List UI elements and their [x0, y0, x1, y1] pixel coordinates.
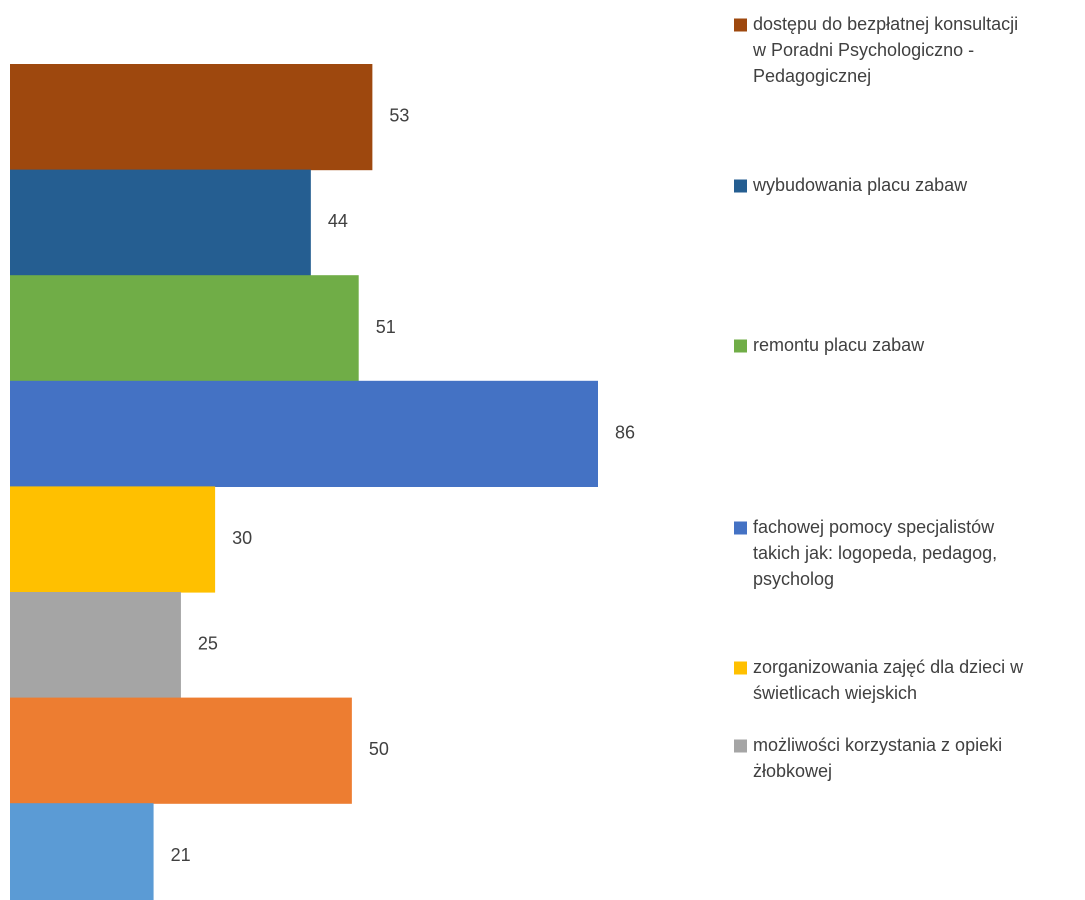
legend-label: w Poradni Psychologiczno -: [752, 40, 974, 60]
legend-label: Pedagogicznej: [753, 66, 871, 86]
data-label: 21: [171, 845, 191, 865]
bar: [10, 64, 373, 171]
data-labels-group: 53 44 51 86 30 25 50 21: [171, 106, 635, 865]
bar: [10, 380, 598, 487]
bar: [10, 169, 311, 276]
legend-swatch: [734, 18, 747, 32]
legend-item: remontu placu zabaw: [734, 335, 925, 355]
legend-swatch: [734, 179, 747, 193]
data-label: 51: [376, 317, 396, 337]
data-label: 86: [615, 422, 635, 442]
legend-swatch: [734, 339, 747, 353]
legend-label: remontu placu zabaw: [753, 335, 925, 355]
legend-label: zorganizowania zajęć dla dzieci w: [753, 657, 1024, 677]
legend-swatch: [734, 521, 747, 535]
data-label: 50: [369, 739, 389, 759]
legend-label: takich jak: logopeda, pedagog,: [753, 543, 997, 563]
bar: [10, 697, 352, 804]
bars-group: [10, 64, 598, 900]
bar: [10, 803, 154, 900]
data-label: 44: [328, 211, 348, 231]
legend-item: możliwości korzystania z opieki żłobkowej: [734, 735, 1002, 781]
legend-label: świetlicach wiejskich: [753, 683, 917, 703]
legend-swatch: [734, 739, 747, 753]
legend: dostępu do bezpłatnej konsultacji w Porad…: [734, 14, 1024, 781]
legend-item: dostępu do bezpłatnej konsultacji w Porad…: [734, 14, 1018, 86]
legend-item: wybudowania placu zabaw: [734, 175, 968, 195]
legend-label: wybudowania placu zabaw: [752, 175, 968, 195]
bar: [10, 592, 181, 699]
data-label: 53: [389, 106, 409, 126]
legend-label: fachowej pomocy specjalistów: [753, 517, 995, 537]
legend-item: zorganizowania zajęć dla dzieci w świetli…: [734, 657, 1024, 703]
legend-swatch: [734, 661, 747, 675]
legend-label: żłobkowej: [753, 761, 832, 781]
legend-label: psycholog: [753, 569, 834, 589]
legend-label: dostępu do bezpłatnej konsultacji: [753, 14, 1018, 34]
bar: [10, 486, 216, 593]
data-label: 30: [232, 528, 252, 548]
legend-item: fachowej pomocy specjalistów takich jak: …: [734, 517, 997, 589]
legend-label: możliwości korzystania z opieki: [753, 735, 1002, 755]
data-label: 25: [198, 634, 218, 654]
bar: [10, 275, 359, 382]
